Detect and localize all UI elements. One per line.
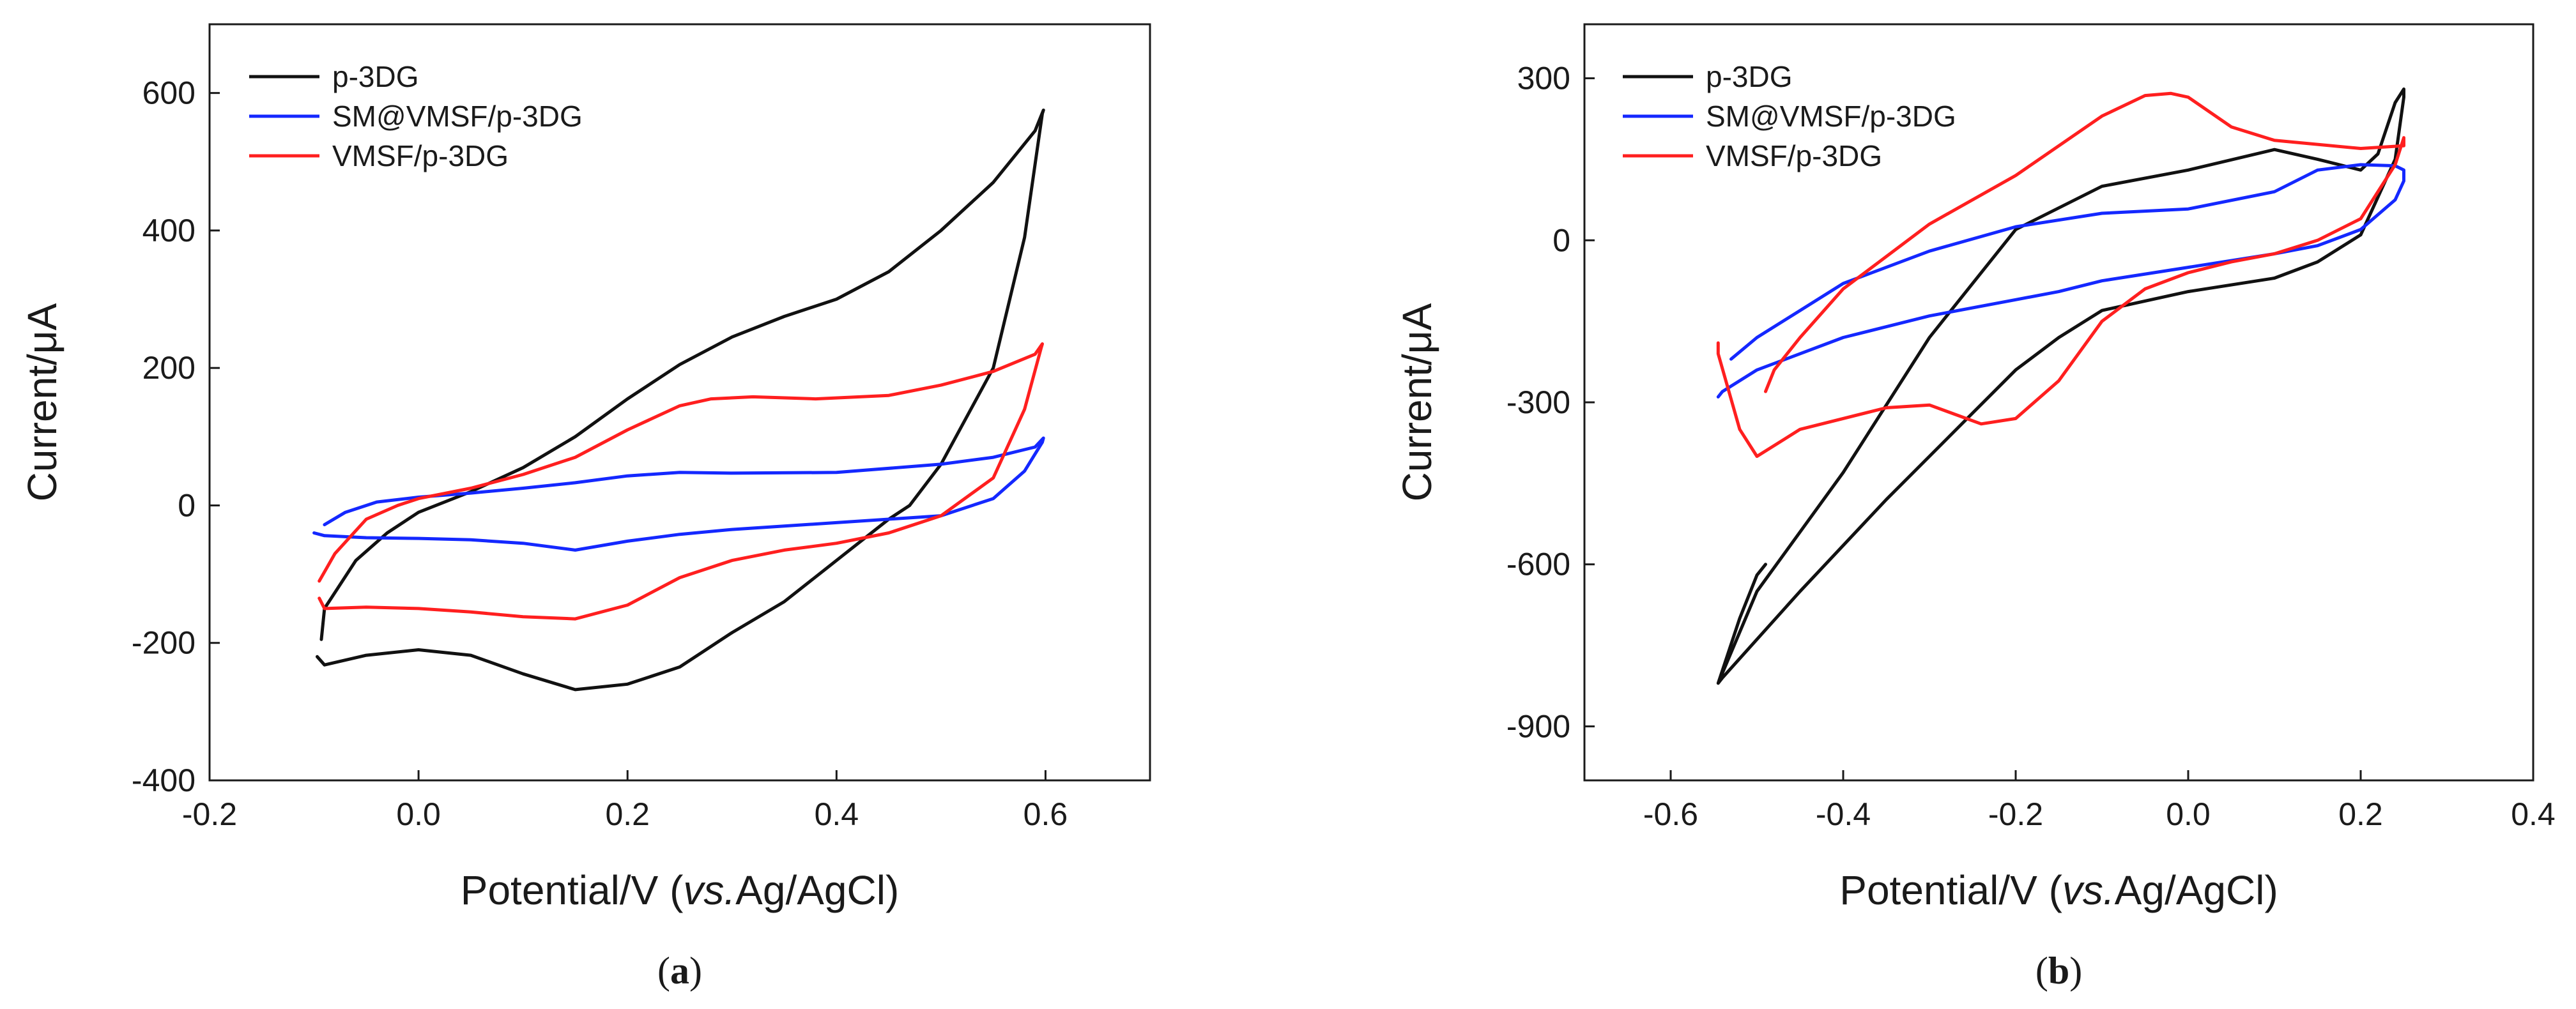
x-tick-label: -0.2 xyxy=(182,796,237,832)
plot-frame xyxy=(208,23,1151,782)
legend-label: p-3DG xyxy=(332,60,418,93)
y-tick-label: -400 xyxy=(132,762,195,798)
x-tick-label: 0.2 xyxy=(2338,796,2383,832)
y-axis-title: Current/μA xyxy=(1394,303,1440,501)
panel-caption: (b) xyxy=(2035,950,2082,992)
legend-label: VMSF/p-3DG xyxy=(1706,139,1882,172)
x-tick-label: 0.6 xyxy=(1023,796,1068,832)
y-tick-label: -300 xyxy=(1506,384,1570,420)
series-line-vmsf-p-3dg xyxy=(318,342,1044,621)
x-axis-title: Potential/V (vs.Ag/AgCl) xyxy=(1839,867,2278,913)
x-tick-label: 0.0 xyxy=(396,796,441,832)
series-line-sm-vmsf-p-3dg xyxy=(312,436,1045,552)
plot-frame xyxy=(1583,23,2534,782)
panel-caption: (a) xyxy=(657,950,702,992)
x-tick-label: -0.6 xyxy=(1643,796,1698,832)
y-tick-label: 0 xyxy=(1552,222,1570,258)
x-tick-label: -0.2 xyxy=(1988,796,2043,832)
legend-label: SM@VMSF/p-3DG xyxy=(332,100,583,133)
y-tick-label: 400 xyxy=(142,213,195,248)
y-tick-label: 600 xyxy=(142,75,195,111)
x-tick-label: 0.4 xyxy=(2511,796,2556,832)
legend-label: SM@VMSF/p-3DG xyxy=(1706,100,1956,133)
chart-panel-b: -0.6 -0.4 -0.2 0.0 0.2 0.4 -900 -600 -300 0 300 Cur… xyxy=(1394,23,2556,992)
x-axis-title: Potential/V (vs.Ag/AgCl) xyxy=(461,867,900,913)
y-tick-label: 300 xyxy=(1517,61,1570,96)
series-line-p-3dg xyxy=(316,109,1045,692)
y-tick-label: 200 xyxy=(142,350,195,386)
y-tick-label: -600 xyxy=(1506,547,1570,582)
y-tick-label: 0 xyxy=(178,487,195,523)
x-tick-label: 0.2 xyxy=(605,796,650,832)
x-tick-label: 0.4 xyxy=(815,796,859,832)
x-tick-label: 0.0 xyxy=(2166,796,2211,832)
y-tick-label: -200 xyxy=(132,625,195,661)
series-line-p-3dg xyxy=(1716,87,2405,685)
y-axis-title: Current/μA xyxy=(19,303,65,501)
legend-label: p-3DG xyxy=(1706,60,1792,93)
series-line-vmsf-p-3dg xyxy=(1716,91,2405,459)
y-tick-label: -900 xyxy=(1506,708,1570,744)
x-tick-label: -0.4 xyxy=(1816,796,1871,832)
legend-label: VMSF/p-3DG xyxy=(332,139,509,172)
chart-panel-a: -0.2 0.0 0.2 0.4 0.6 -400 -200 0 200 400 600 Curren… xyxy=(19,23,1151,992)
series-line-sm-vmsf-p-3dg xyxy=(1716,163,2405,398)
